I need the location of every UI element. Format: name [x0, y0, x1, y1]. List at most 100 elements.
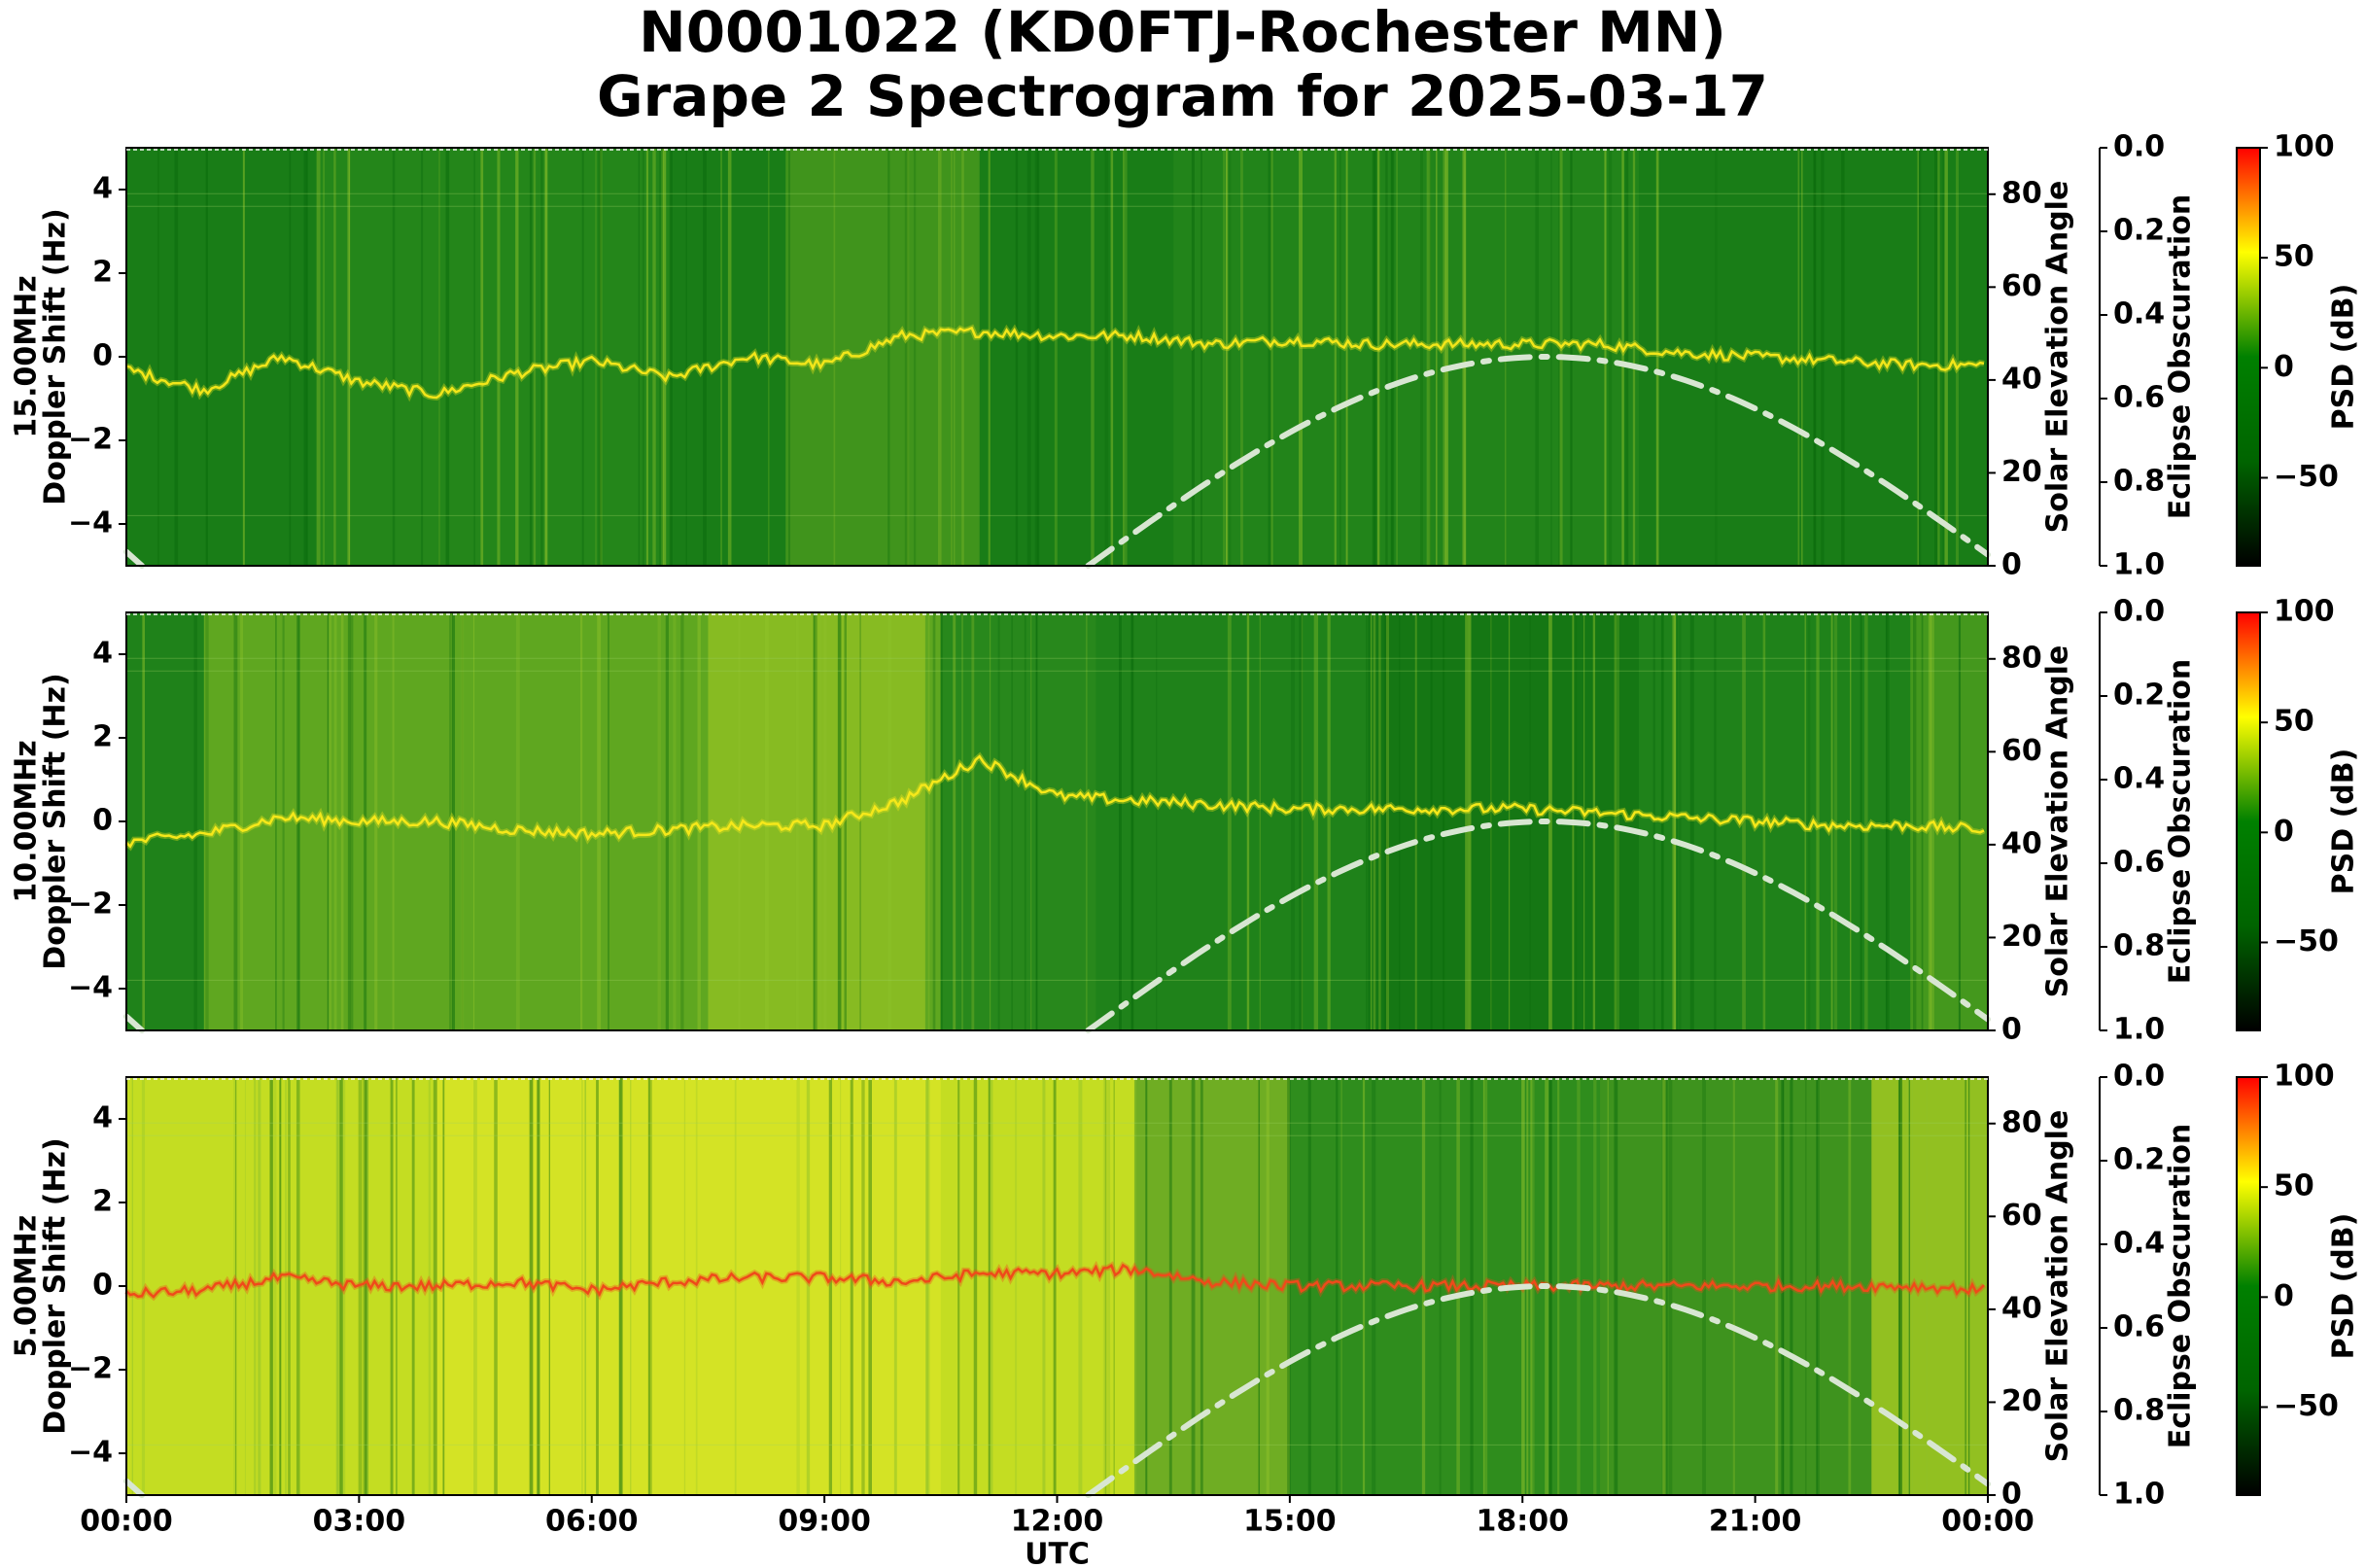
spectrogram-streak: [1123, 148, 1125, 566]
spectrogram-streak: [1362, 1077, 1366, 1495]
spectrogram-streak: [583, 1077, 587, 1495]
spectrogram-streak: [697, 612, 701, 1030]
spectrogram-streak: [1371, 612, 1373, 1030]
spectrogram-streak: [529, 148, 533, 566]
y-tick-label: −2: [68, 1352, 113, 1386]
solar-elevation-curve: [123, 353, 1991, 569]
x-tick-label: 00:00: [1941, 1505, 2035, 1539]
spectrogram-streak: [472, 612, 475, 1030]
spectrogram-streak: [596, 1077, 599, 1495]
solar-tick-label: 80: [2001, 176, 2042, 210]
spectrogram-streak: [1396, 148, 1398, 566]
spectrogram-streak: [1334, 148, 1337, 566]
solar-tick-label: 0: [2001, 548, 2022, 582]
spectrogram-streak: [1841, 148, 1845, 566]
spectrogram-streak: [685, 148, 687, 566]
spectrogram-streak: [1925, 1077, 1929, 1495]
spectrogram-streak: [157, 148, 159, 566]
spectrogram-streak: [796, 1077, 800, 1495]
spectrogram-streak: [861, 1077, 865, 1495]
spectrogram-streak: [1918, 148, 1922, 566]
spectrogram-streak: [1168, 1077, 1172, 1495]
spectrogram-streak: [1816, 1077, 1819, 1495]
spectrogram-streak: [275, 612, 277, 1030]
psd-colorbar: [2236, 1076, 2261, 1496]
spectrogram-streak: [1385, 612, 1389, 1030]
spectrogram-streak: [927, 612, 930, 1030]
spectrogram-streak: [1967, 1077, 1970, 1495]
solar-tick-label: 0: [2001, 1478, 2022, 1512]
spectrogram-streak: [1259, 612, 1261, 1030]
spectrogram-streak: [1662, 1077, 1666, 1495]
spectrogram-streak: [657, 612, 661, 1030]
colorbar-tick-label: 50: [2274, 240, 2314, 274]
spectrogram-streak: [1782, 1077, 1785, 1495]
y-axis-label-freq: 10.00MHz: [10, 740, 44, 902]
spectrogram-streak: [1223, 148, 1225, 566]
eclipse-tick-label: 0.2: [2113, 679, 2165, 713]
spectrogram-streak: [1813, 148, 1817, 566]
spectrogram-streak: [1435, 148, 1438, 566]
eclipse-tick-label: 0.8: [2113, 465, 2165, 499]
colorbar-tick-label: 50: [2274, 705, 2314, 739]
spectrogram-streak: [1015, 148, 1019, 566]
spectrogram-streak: [997, 612, 1000, 1030]
spectrogram-streak: [1313, 612, 1318, 1030]
spectrogram-streak: [1672, 612, 1677, 1030]
colorbar-tick-label: 100: [2274, 595, 2335, 629]
spectrogram-streak: [335, 1077, 339, 1495]
spectrogram-streak: [1036, 148, 1040, 566]
spectrogram-streak: [1944, 148, 1948, 566]
spectrogram-streak: [1797, 148, 1800, 566]
solar-tick-label: 60: [2001, 1199, 2042, 1233]
chart-title-line-1: N0001022 (KD0FTJ-Rochester MN): [639, 0, 1726, 65]
spectrogram-streak: [1291, 612, 1295, 1030]
solar-tick-label: 80: [2001, 641, 2042, 675]
spectrogram-streak: [1621, 148, 1624, 566]
spectrogram-streak: [233, 1077, 236, 1495]
spectrogram-streak: [1130, 612, 1134, 1030]
y-tick-label: 4: [92, 172, 113, 206]
spectrogram-streak: [1373, 612, 1376, 1030]
spectrogram-streak: [1742, 612, 1746, 1030]
spectrogram-streak: [1860, 612, 1862, 1030]
spectrogram-streak: [1593, 1077, 1597, 1495]
spectrogram-streak: [1850, 612, 1852, 1030]
spectrogram-streak: [1268, 148, 1271, 566]
spectrogram-streak: [473, 148, 475, 566]
spectrogram-streak: [1607, 1077, 1609, 1495]
spectrogram-streak: [599, 148, 603, 566]
spectrogram-streak: [1592, 612, 1596, 1030]
spectrogram-streak: [1246, 612, 1250, 1030]
spectrogram-streak: [787, 148, 790, 566]
y-tick-label: −2: [68, 888, 113, 922]
spectrogram-streak: [1078, 1077, 1083, 1495]
spectrogram-streak: [1426, 148, 1431, 566]
spectrogram-streak: [515, 612, 520, 1030]
spectrogram-streak: [1225, 148, 1229, 566]
spectrogram-streak: [1299, 148, 1303, 566]
colorbar-tick-label: 0: [2274, 815, 2294, 849]
spectrogram-streak: [533, 148, 537, 566]
spectrogram-streak: [461, 612, 465, 1030]
eclipse-tick-label: 0.8: [2113, 1394, 2165, 1428]
spectrogram-streak: [428, 1077, 432, 1495]
spectrogram-streak: [1200, 1077, 1203, 1495]
eclipse-tick-label: 0.0: [2113, 1060, 2165, 1094]
spectrogram-streak: [1085, 612, 1088, 1030]
spectrogram-streak: [1124, 148, 1128, 566]
spectrogram-streak: [1661, 612, 1664, 1030]
spectrogram-streak: [515, 148, 519, 566]
spectrogram-streak: [1035, 612, 1038, 1030]
solar-elevation-label: Solar Elevation Angle: [2041, 181, 2075, 534]
spectrogram-streak: [1307, 1077, 1311, 1495]
spectrogram-streak: [1366, 612, 1368, 1030]
spectrogram-streak: [1024, 612, 1026, 1030]
spectrogram-streak: [954, 148, 956, 566]
spectrogram-streak: [537, 1077, 540, 1495]
spectrogram-streak: [282, 612, 285, 1030]
doppler-trace: [125, 754, 1985, 849]
spectrogram-streak: [1668, 1077, 1673, 1495]
